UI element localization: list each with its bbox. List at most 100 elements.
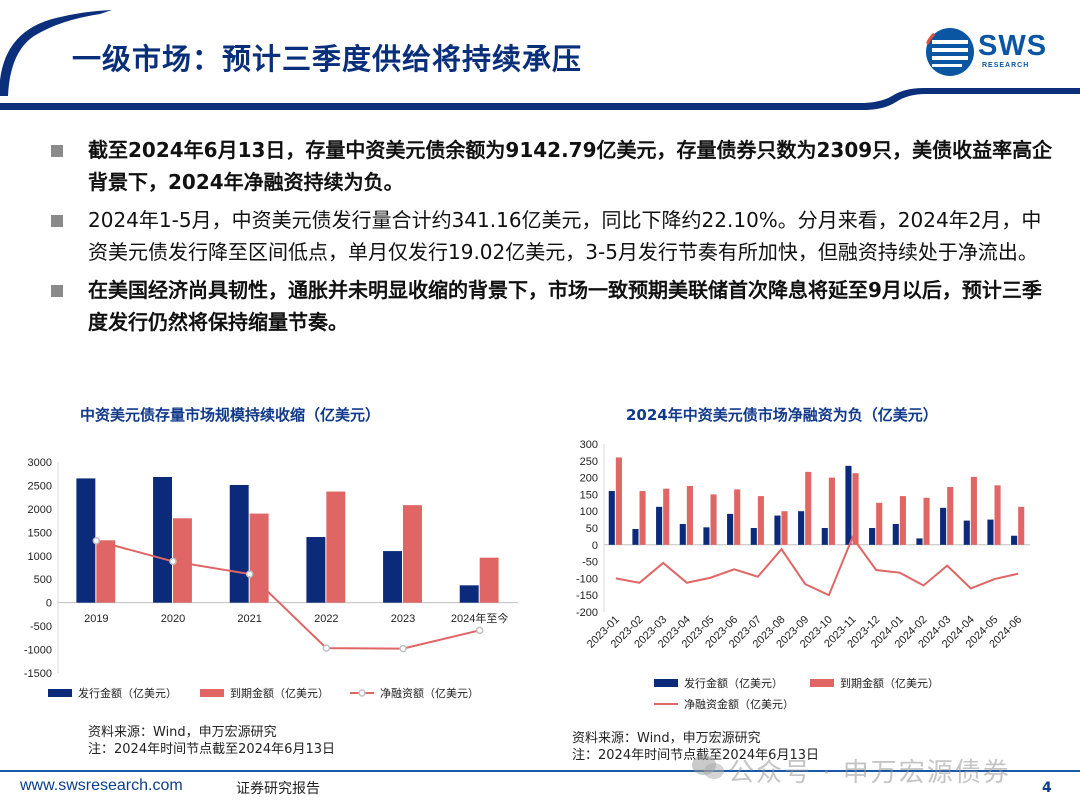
legend-swatch xyxy=(200,689,224,697)
bar-maturity xyxy=(686,486,693,545)
page-number: 4 xyxy=(1042,780,1052,796)
bar-issuance xyxy=(1011,535,1018,545)
bar-maturity xyxy=(710,494,717,545)
right-source-line: 资料来源：Wind，申万宏源研究 xyxy=(572,731,761,746)
bullet-2: 2024年1-5月，中资美元债发行量合计约341.16亿美元，同比下降约22.1… xyxy=(48,204,1058,268)
right-chart-title: 2024年中资美元债市场净融资为负（亿美元） xyxy=(626,406,938,424)
y-tick-label: -200 xyxy=(576,607,598,619)
bar-maturity xyxy=(876,502,883,545)
y-tick-label: 0 xyxy=(46,598,52,610)
watermark-text: 公众号 · 申万宏源债券 xyxy=(728,758,1011,788)
bar-issuance xyxy=(76,478,96,603)
y-tick-label: 2000 xyxy=(28,504,52,516)
left-note-line: 注：2024年时间节点截至2024年6月13日 xyxy=(88,742,335,757)
bar-maturity xyxy=(923,497,930,545)
net-financing-line xyxy=(96,539,480,650)
slide-title: 一级市场：预计三季度供给将持续承压 xyxy=(72,42,583,76)
bullet-square-icon xyxy=(51,285,63,297)
left-chart-title: 中资美元债存量市场规模持续收缩（亿美元） xyxy=(80,406,381,424)
legend-swatch xyxy=(654,679,678,687)
y-tick-label: -1000 xyxy=(24,645,52,657)
logo-subtext: RESEARCH xyxy=(982,62,1030,69)
bar-issuance xyxy=(383,551,402,603)
bar-issuance xyxy=(821,528,828,545)
bar-maturity xyxy=(639,491,646,545)
bar-maturity xyxy=(96,540,116,603)
legend-label: 发行金额（亿美元） xyxy=(78,686,177,700)
left-chart: 3000 2500 2000 1500 1000 500 0 -500 -1000 -1500 20… xyxy=(24,457,518,700)
bullet-square-icon xyxy=(51,215,63,227)
net-financing-point xyxy=(245,570,254,578)
bar-maturity xyxy=(403,505,422,603)
legend-label: 到期金额（亿美元） xyxy=(230,686,329,700)
y-tick-label: -100 xyxy=(576,573,598,585)
legend-label: 净融资额（亿美元） xyxy=(380,686,479,700)
y-tick-label: -150 xyxy=(576,590,598,602)
net-financing-point xyxy=(169,557,177,566)
bar-maturity xyxy=(1018,506,1025,545)
banner-shape xyxy=(0,0,1080,118)
left-source-note: 资料来源：Wind，申万宏源研究 注：2024年时间节点截至2024年6月13日 xyxy=(88,724,335,758)
bullet-2-text: 2024年1-5月，中资美元债发行量合计约341.16亿美元，同比下降约22.1… xyxy=(88,208,1042,264)
y-tick-label: 0 xyxy=(592,540,598,552)
legend-marker xyxy=(358,689,366,697)
bar-maturity xyxy=(852,473,859,545)
bar-issuance xyxy=(892,523,899,545)
bar-issuance xyxy=(656,506,663,545)
bar-maturity xyxy=(757,496,764,545)
bar-issuance xyxy=(703,527,710,545)
y-tick-label: 100 xyxy=(580,506,598,518)
right-source-note: 资料来源：Wind，申万宏源研究 注：2024年时间节点截至2024年6月13日 xyxy=(572,730,819,764)
legend-swatch xyxy=(810,679,834,687)
y-tick-label: -500 xyxy=(30,621,52,633)
wechat-icon xyxy=(692,755,724,779)
x-tick-label: 2023 xyxy=(391,613,415,625)
bar-issuance xyxy=(608,491,615,545)
bar-maturity xyxy=(805,471,812,545)
x-tick-label: 2020 xyxy=(161,613,185,625)
x-tick-label: 2019 xyxy=(84,613,108,625)
bar-issuance xyxy=(987,519,994,545)
bullet-3: 在美国经济尚具韧性，通胀并未明显收缩的背景下，市场一致预期美联储首次降息将延至9… xyxy=(48,274,1058,338)
left-source-line: 资料来源：Wind，申万宏源研究 xyxy=(88,725,277,740)
bar-maturity xyxy=(781,511,788,545)
net-financing-point xyxy=(322,644,331,652)
legend-swatch xyxy=(48,689,72,697)
net-financing-line xyxy=(615,535,1019,597)
bullet-1: 截至2024年6月13日，存量中资美元债余额为9142.79亿美元，存量债券只数… xyxy=(48,134,1058,198)
y-tick-label: 3000 xyxy=(28,457,52,469)
legend-label: 到期金额（亿美元） xyxy=(840,676,939,690)
right-chart: 300250200150100500-50-100-150-2002023-01… xyxy=(576,439,1030,711)
bullet-1-text: 截至2024年6月13日，存量中资美元债余额为9142.79亿美元，存量债券只数… xyxy=(88,138,1053,194)
bar-issuance xyxy=(306,537,326,603)
bar-issuance xyxy=(798,511,805,545)
logo-text: SWS xyxy=(978,30,1048,62)
legend-label: 净融资金额（亿美元） xyxy=(684,697,794,711)
bar-maturity xyxy=(970,476,977,545)
header-banner xyxy=(0,0,1080,120)
y-tick-label: -1500 xyxy=(24,668,52,680)
bar-maturity xyxy=(173,518,192,603)
right-note-line: 注：2024年时间节点截至2024年6月13日 xyxy=(572,748,819,763)
bar-maturity xyxy=(734,489,741,545)
bar-maturity xyxy=(479,557,499,603)
bar-issuance xyxy=(963,520,970,545)
footer-category: 证券研究报告 xyxy=(236,781,320,797)
y-tick-label: -50 xyxy=(582,557,598,569)
footer-divider xyxy=(0,770,1080,772)
bar-issuance xyxy=(940,507,947,545)
bar-maturity xyxy=(947,487,954,545)
bar-issuance xyxy=(845,465,852,545)
bar-maturity xyxy=(663,488,670,545)
bar-issuance xyxy=(632,529,639,545)
y-tick-label: 2500 xyxy=(28,480,52,492)
y-tick-label: 1000 xyxy=(28,551,52,563)
bar-maturity xyxy=(326,491,346,603)
footer-url-link[interactable]: www.swsresearch.com xyxy=(20,777,183,794)
bar-issuance xyxy=(916,538,923,545)
bar-maturity xyxy=(615,457,622,545)
bar-issuance xyxy=(750,528,757,545)
x-tick-label: 2022 xyxy=(314,613,338,625)
bar-issuance xyxy=(869,528,876,545)
bar-maturity xyxy=(249,513,269,603)
